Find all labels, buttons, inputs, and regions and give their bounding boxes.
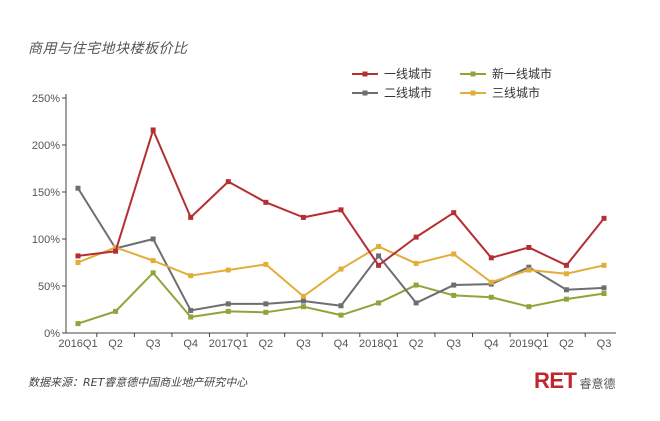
data-point	[225, 179, 231, 185]
legend-marker	[362, 90, 368, 96]
data-point	[263, 301, 269, 307]
data-point	[563, 262, 569, 268]
data-point	[75, 321, 81, 327]
data-point	[263, 261, 269, 267]
data-point	[113, 244, 119, 250]
data-point	[376, 244, 382, 250]
data-point	[300, 298, 306, 304]
data-point	[526, 264, 532, 270]
data-point	[451, 282, 457, 288]
data-point	[488, 279, 494, 285]
data-point	[413, 300, 419, 306]
data-point	[225, 301, 231, 307]
data-point	[526, 244, 532, 250]
x-tick-label: Q4	[183, 338, 198, 350]
data-point	[338, 312, 344, 318]
data-point	[75, 253, 81, 259]
data-point	[488, 294, 494, 300]
data-point	[75, 260, 81, 265]
data-point	[225, 267, 231, 273]
x-tick-label: 2017Q1	[209, 338, 248, 350]
chart-title: 商用与住宅地块楼板价比	[28, 41, 188, 57]
data-point	[113, 308, 119, 314]
data-point	[563, 287, 569, 293]
data-point	[451, 210, 457, 216]
data-point	[338, 303, 344, 309]
data-point	[188, 273, 194, 279]
y-tick-label: 100%	[32, 234, 60, 246]
x-tick-label: Q2	[108, 338, 123, 350]
y-tick-label: 250%	[32, 93, 60, 105]
data-point	[376, 300, 382, 306]
x-tick-label: 2019Q1	[509, 338, 548, 350]
data-point	[413, 260, 419, 266]
data-point	[150, 258, 156, 264]
data-point	[150, 270, 156, 276]
legend-marker	[470, 71, 476, 77]
data-point	[338, 207, 344, 213]
data-point	[601, 285, 607, 291]
x-tick-label: 2018Q1	[359, 338, 398, 350]
data-point	[563, 271, 569, 277]
x-tick-label: Q3	[446, 338, 461, 350]
data-point	[300, 304, 306, 310]
x-tick-label: Q4	[484, 338, 499, 350]
x-tick-label: Q4	[334, 338, 349, 350]
brand-name: 睿意德	[579, 377, 616, 391]
data-point	[563, 296, 569, 302]
data-point	[338, 266, 344, 272]
data-point	[601, 291, 607, 297]
series-lines	[75, 127, 607, 327]
data-point	[263, 199, 269, 205]
legend-marker	[470, 90, 476, 96]
x-tick-label: Q2	[559, 338, 574, 350]
x-tick-label: Q3	[597, 338, 612, 350]
legend-label: 新一线城市	[492, 66, 552, 81]
y-tick-label: 150%	[32, 187, 60, 199]
legend-label: 三线城市	[492, 85, 540, 100]
data-point	[188, 307, 194, 313]
data-point	[601, 262, 607, 268]
x-tick-label: 2016Q1	[58, 338, 97, 350]
legend-label: 一线城市	[384, 66, 432, 81]
data-point	[263, 309, 269, 315]
data-point	[413, 282, 419, 288]
x-tick-label: Q2	[409, 338, 424, 350]
data-point	[376, 262, 382, 268]
y-tick-label: 50%	[38, 281, 60, 293]
legend-marker	[362, 71, 368, 77]
data-point	[488, 255, 494, 261]
axes: 0% 50% 100% 150% 200% 250% 2016Q1 Q2 Q3 Q4 2017Q1 Q…	[32, 93, 616, 350]
data-point	[300, 293, 306, 299]
x-tick-label: Q3	[296, 338, 311, 350]
data-source-note: 数据来源：RET睿意德中国商业地产研究中心	[28, 376, 248, 389]
data-point	[150, 236, 156, 242]
data-point	[451, 292, 457, 298]
x-tick-label: Q2	[259, 338, 274, 350]
data-point	[188, 214, 194, 220]
data-point	[150, 127, 156, 133]
legend-label: 二线城市	[384, 85, 432, 100]
data-point	[451, 251, 457, 257]
data-point	[188, 314, 194, 320]
x-tick-label: Q3	[146, 338, 161, 350]
brand-logo-text: RET	[534, 368, 577, 393]
data-point	[113, 248, 119, 254]
brand-logo: RET 睿意德	[534, 368, 616, 394]
y-tick-label: 0%	[44, 328, 60, 340]
data-point	[75, 185, 81, 191]
y-tick-label: 200%	[32, 140, 60, 152]
data-point	[225, 308, 231, 314]
data-point	[413, 234, 419, 240]
data-point	[526, 304, 532, 310]
data-point	[376, 253, 382, 259]
data-point	[601, 215, 607, 221]
data-point	[526, 267, 532, 273]
data-point	[300, 214, 306, 220]
